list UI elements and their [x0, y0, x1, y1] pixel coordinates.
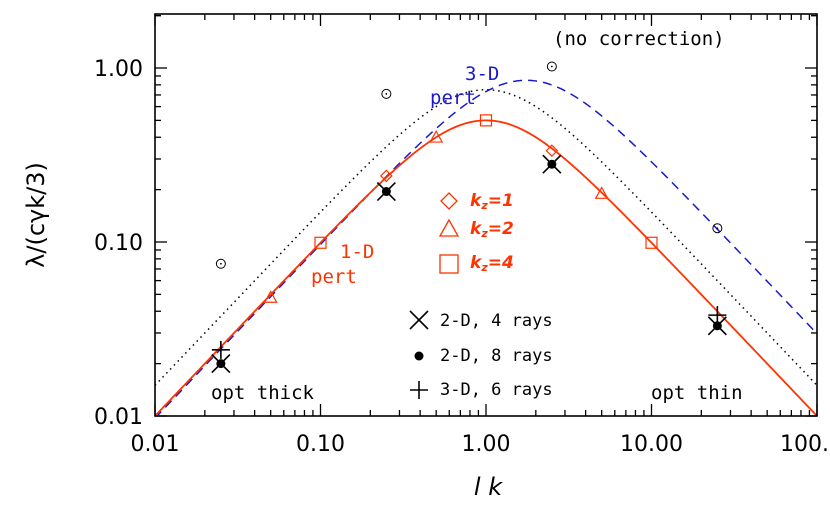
point-plus6-1 — [708, 306, 727, 325]
point-no-correction-3 — [712, 223, 723, 234]
x-tick-label-0: 0.01 — [131, 432, 180, 457]
x-tick-label-4: 100. — [780, 432, 829, 457]
x-tick-label-3: 10.00 — [620, 432, 683, 457]
legend-x-label: 2-D, 4 rays — [440, 311, 553, 331]
y-axis-label: λ/(cγk/3) — [22, 162, 50, 268]
legend-dot-marker — [414, 351, 424, 361]
annotation-pert3d-line2: pert — [430, 87, 476, 109]
annotation-no-correction: (no correction) — [553, 28, 725, 50]
point-triangle-0 — [263, 290, 278, 303]
legend-plus-label: 3-D, 6 rays — [440, 380, 553, 400]
annotation-pert1d-line1: 1-D — [340, 241, 374, 263]
point-no-correction-dot-0 — [219, 262, 222, 265]
y-tick-label-0: 0.01 — [94, 405, 143, 430]
points-layer — [211, 61, 727, 374]
curve-pert-3d — [156, 79, 817, 416]
point-no-correction-dot-3 — [716, 227, 719, 230]
ticks-layer — [154, 14, 818, 417]
annotation-pert1d-line2: pert — [311, 266, 357, 288]
x-tick-label-1: 0.10 — [296, 432, 345, 457]
point-no-correction-dot-2 — [550, 65, 553, 68]
point-diamond-1 — [545, 144, 559, 157]
point-square-0 — [314, 236, 327, 249]
legend-multid: 2-D, 4 rays 2-D, 8 rays 3-D, 6 rays — [409, 310, 553, 400]
point-no-correction-dot-1 — [385, 92, 388, 95]
legend-kz: kz=1 kz=2 kz=4 — [438, 191, 514, 274]
x-tick-label-2: 1.00 — [462, 432, 511, 457]
point-dot8-0 — [216, 359, 226, 369]
point-dot8-3 — [712, 321, 722, 331]
tick-labels-layer: 0.01 0.10 1.00 10.00 100. 0.01 0.10 1.00 — [94, 57, 829, 457]
annotation-pert3d-line1: 3-D — [465, 63, 499, 85]
y-tick-label-1: 0.10 — [94, 231, 143, 256]
point-no-correction-1 — [381, 88, 392, 99]
legend-triangle-label: kz=2 — [470, 219, 514, 240]
point-diamond-0 — [380, 169, 393, 183]
legend-square-marker — [439, 254, 459, 274]
point-triangle-2 — [594, 186, 609, 199]
point-dot8-1 — [381, 187, 391, 197]
legend-x-marker — [409, 310, 429, 330]
legend-square-label: kz=4 — [470, 253, 514, 274]
legend-diamond-marker — [440, 192, 458, 210]
x-axis-label: l k — [474, 473, 503, 501]
annotation-opt-thick: opt thick — [211, 382, 315, 404]
point-square-2 — [645, 236, 658, 249]
point-triangle-1 — [429, 130, 444, 143]
annotation-opt-thin: opt thin — [651, 382, 743, 404]
point-no-correction-2 — [546, 61, 557, 72]
y-tick-label-2: 1.00 — [94, 57, 143, 82]
legend-dot-label: 2-D, 8 rays — [440, 346, 553, 366]
legend-diamond-label: kz=1 — [470, 191, 514, 212]
point-dot8-2 — [547, 159, 557, 169]
point-no-correction-0 — [215, 258, 226, 269]
point-plus6-0 — [211, 340, 230, 359]
point-square-1 — [479, 114, 493, 127]
legend-plus-marker — [410, 381, 428, 399]
legend-triangle-marker — [438, 218, 460, 237]
